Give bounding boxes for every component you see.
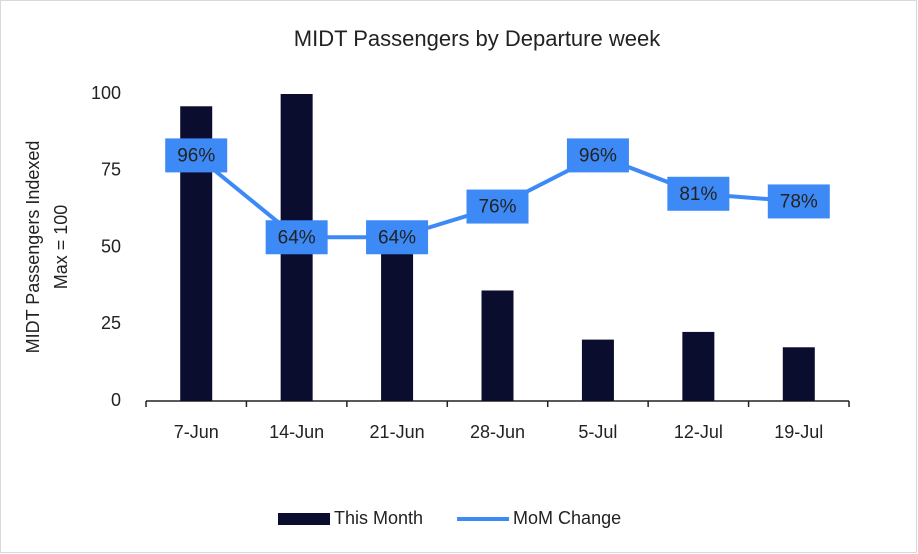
- legend-label: MoM Change: [513, 508, 621, 528]
- x-tick-label: 5-Jul: [578, 422, 617, 442]
- y-axis-label: Max = 100: [51, 205, 71, 290]
- data-label-box: [667, 176, 730, 211]
- data-label: 81%: [679, 184, 717, 205]
- data-label-box: [165, 138, 228, 173]
- x-tick-label: 14-Jun: [269, 422, 324, 442]
- y-tick-label: 100: [91, 83, 121, 103]
- chart-title: MIDT Passengers by Departure week: [294, 26, 661, 51]
- bar: [381, 247, 414, 401]
- data-label-box: [566, 138, 629, 173]
- y-tick-label: 50: [101, 236, 121, 256]
- y-tick-label: 0: [111, 390, 121, 410]
- bar: [782, 347, 815, 401]
- x-tick-label: 21-Jun: [370, 422, 425, 442]
- data-label: 64%: [278, 227, 316, 248]
- data-label-box: [767, 184, 830, 219]
- data-label-box: [466, 189, 529, 224]
- x-tick-label: 19-Jul: [774, 422, 823, 442]
- x-tick-label: 7-Jun: [174, 422, 219, 442]
- y-tick-label: 25: [101, 313, 121, 333]
- x-tick-label: 12-Jul: [674, 422, 723, 442]
- data-label-box: [265, 220, 328, 255]
- data-label: 78%: [780, 191, 818, 212]
- y-tick-label: 75: [101, 160, 121, 180]
- legend-label: This Month: [334, 508, 423, 528]
- data-label-box: [366, 220, 429, 255]
- x-tick-label: 28-Jun: [470, 422, 525, 442]
- bar: [581, 339, 614, 401]
- bar: [682, 331, 715, 401]
- data-label: 76%: [478, 197, 516, 218]
- data-label: 64%: [378, 227, 416, 248]
- legend-swatch: [278, 513, 330, 525]
- data-label: 96%: [579, 145, 617, 166]
- data-label: 96%: [177, 145, 215, 166]
- bar: [481, 290, 514, 401]
- y-axis-label: MIDT Passengers Indexed: [23, 141, 43, 354]
